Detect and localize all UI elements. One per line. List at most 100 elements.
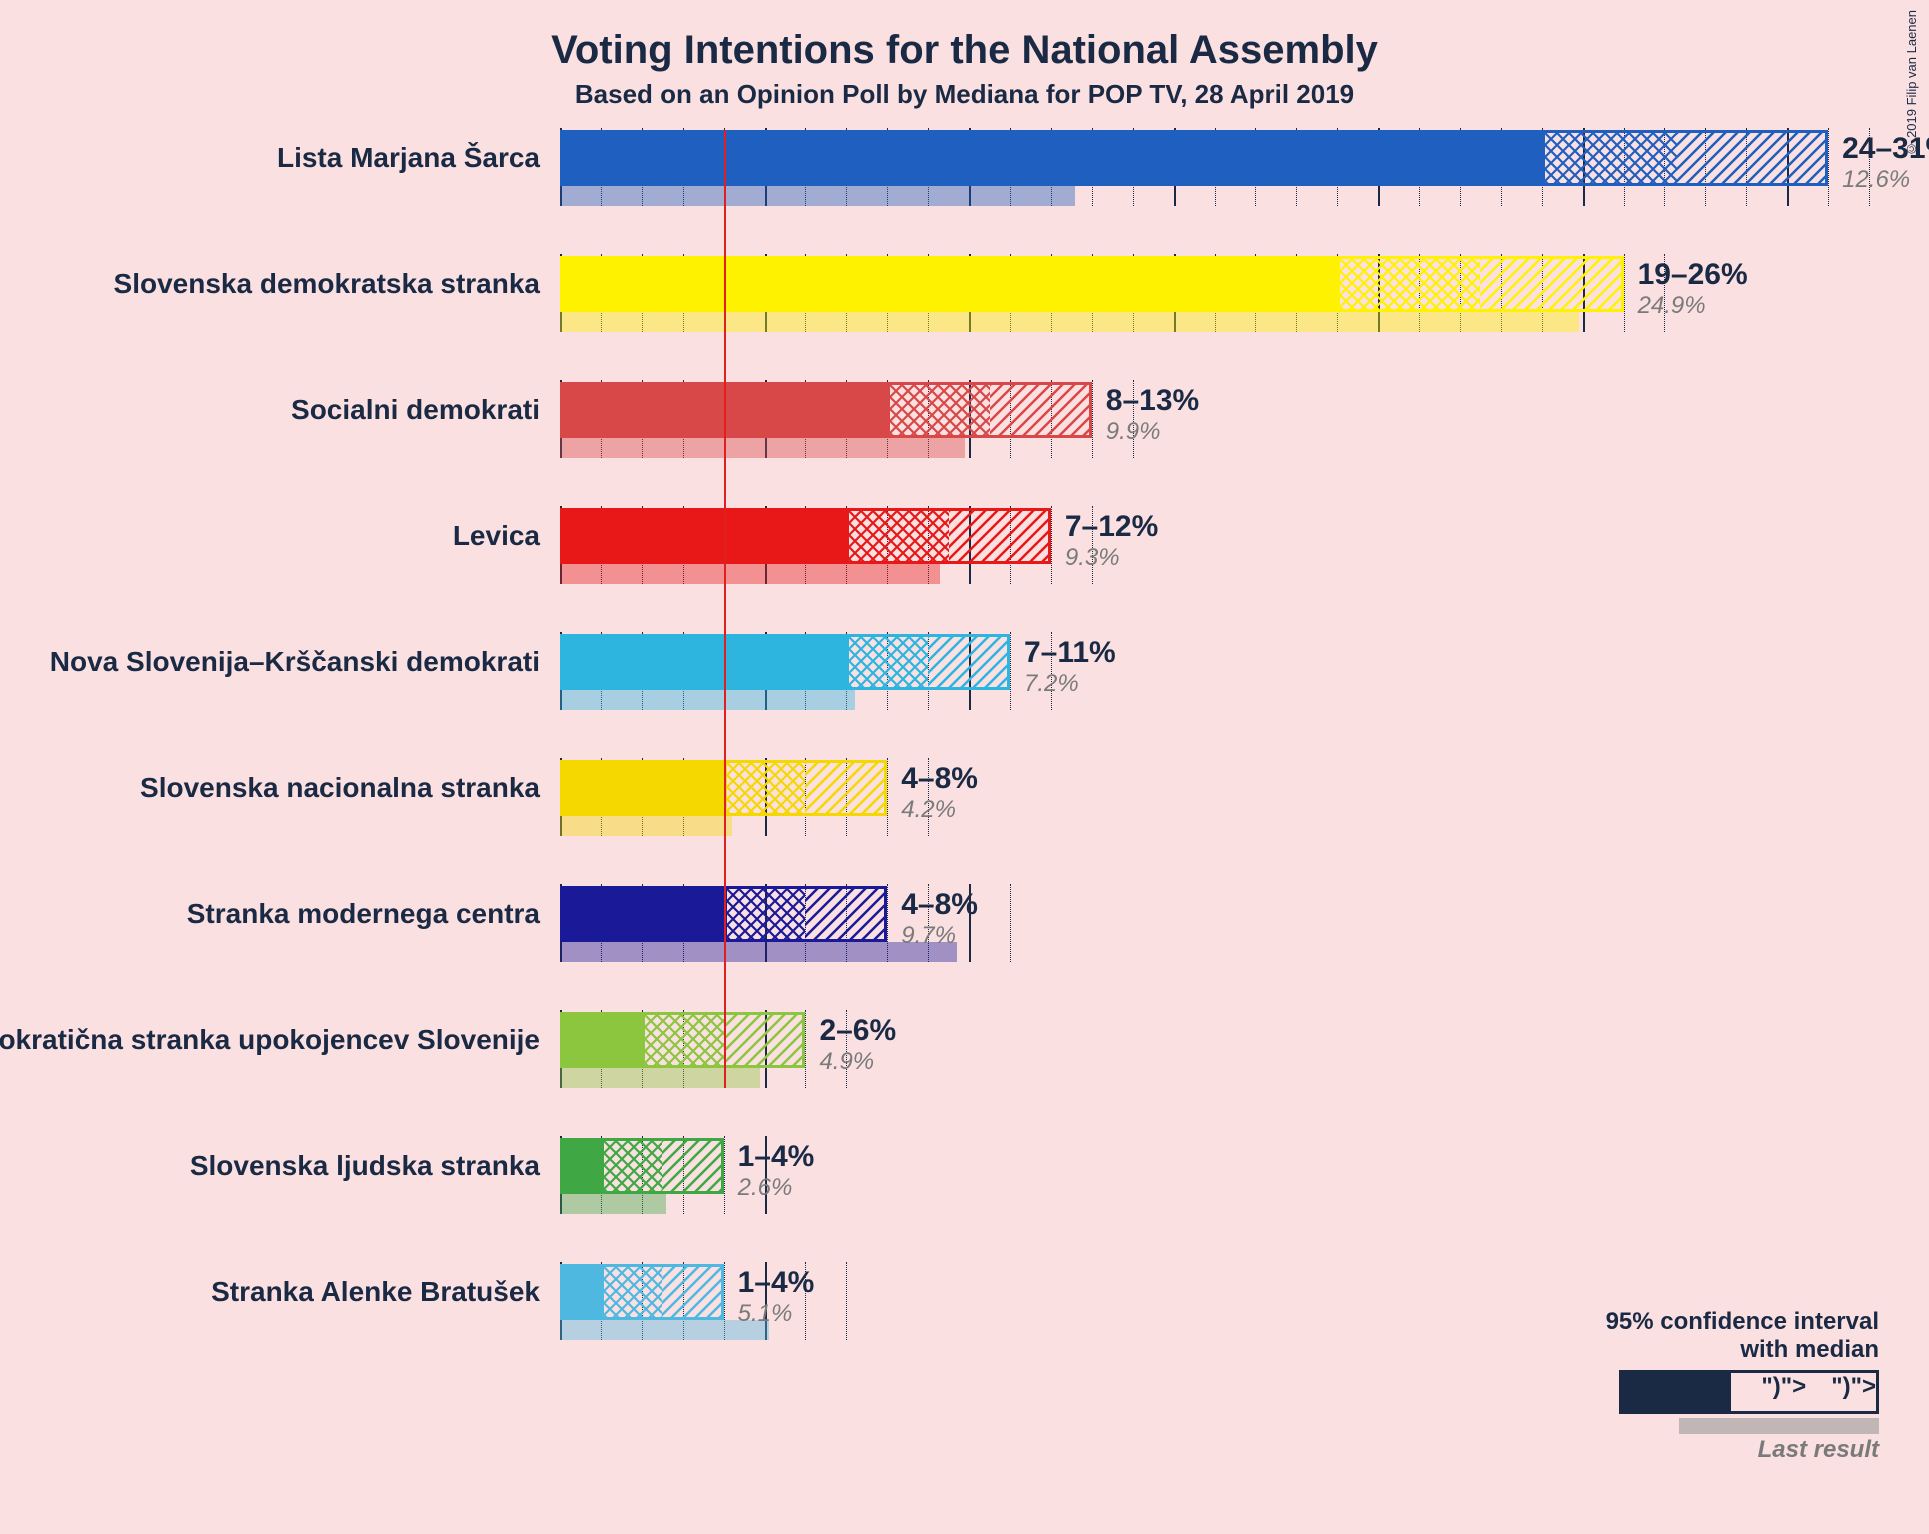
bar-solid [560, 508, 846, 564]
table-row: Socialni demokrati8–13%9.9% [560, 382, 1869, 508]
bar-ci-lower [601, 1138, 662, 1194]
value-range: 8–13% [1106, 384, 1199, 418]
last-result-bar [560, 186, 1075, 206]
bar-ci-lower [724, 886, 806, 942]
chart-title: Voting Intentions for the National Assem… [0, 0, 1929, 73]
value-last: 4.9% [819, 1048, 874, 1076]
bar-ci-upper [662, 1264, 723, 1320]
table-row: Stranka modernega centra4–8%9.7% [560, 886, 1869, 1012]
table-row: Lista Marjana Šarca24–31%12.6% [560, 130, 1869, 256]
chart-subtitle: Based on an Opinion Poll by Mediana for … [0, 73, 1929, 130]
party-label: Lista Marjana Šarca [277, 142, 540, 174]
bar-ci-upper [805, 886, 887, 942]
value-last: 7.2% [1024, 670, 1079, 698]
legend-solid [1619, 1370, 1728, 1414]
bar-solid [560, 256, 1337, 312]
legend-ci-lower: ")"> [1728, 1370, 1806, 1414]
last-result-bar [560, 1068, 760, 1088]
last-result-bar [560, 816, 732, 836]
value-range: 4–8% [901, 888, 978, 922]
bar-ci-lower [846, 508, 948, 564]
bar-ci-upper [1480, 256, 1623, 312]
bar-ci-upper [949, 508, 1051, 564]
value-range: 7–12% [1065, 510, 1158, 544]
bar-ci-lower [724, 760, 806, 816]
last-result-bar [560, 438, 965, 458]
bar-ci-lower [846, 634, 928, 690]
party-label: Nova Slovenija–Krščanski demokrati [50, 646, 540, 678]
table-row: Nova Slovenija–Krščanski demokrati7–11%7… [560, 634, 1869, 760]
value-range: 4–8% [901, 762, 978, 796]
value-range: 1–4% [738, 1140, 815, 1174]
legend-last-label: Last result [1606, 1436, 1879, 1464]
grid-tick [846, 1262, 847, 1340]
last-result-bar [560, 564, 940, 584]
bar-ci-lower [601, 1264, 662, 1320]
last-result-bar [560, 1194, 666, 1214]
bar-solid [560, 130, 1542, 186]
threshold-line [724, 130, 726, 1088]
value-range: 24–31% [1842, 132, 1929, 166]
party-label: Slovenska ljudska stranka [190, 1150, 540, 1182]
legend-ci-upper: ")"> [1806, 1370, 1879, 1414]
bar-ci-lower [1542, 130, 1677, 186]
bar-ci-lower [887, 382, 989, 438]
bar-ci-lower [1337, 256, 1480, 312]
grid-tick [805, 1010, 806, 1088]
table-row: Levica7–12%9.3% [560, 508, 1869, 634]
bar-solid [560, 1264, 601, 1320]
grid-tick [724, 1136, 725, 1214]
last-result-bar [560, 690, 855, 710]
table-row: Slovenska ljudska stranka1–4%2.6% [560, 1138, 1869, 1264]
bar-ci-upper [724, 1012, 806, 1068]
value-last: 9.9% [1106, 418, 1161, 446]
grid-tick [1828, 128, 1829, 206]
legend-ci-line1: 95% confidence interval [1606, 1308, 1879, 1336]
bar-ci-upper [990, 382, 1092, 438]
table-row: Demokratična stranka upokojencev Sloveni… [560, 1012, 1869, 1138]
legend: 95% confidence interval with median ")">… [1606, 1308, 1879, 1464]
value-last: 24.9% [1638, 292, 1706, 320]
value-range: 19–26% [1638, 258, 1748, 292]
legend-last-bar [1679, 1418, 1879, 1434]
grid-tick [887, 758, 888, 836]
party-label: Stranka Alenke Bratušek [211, 1276, 540, 1308]
party-label: Socialni demokrati [291, 394, 540, 426]
grid-tick [1624, 254, 1625, 332]
legend-ci-line2: with median [1606, 1336, 1879, 1364]
value-range: 2–6% [819, 1014, 896, 1048]
last-result-bar [560, 312, 1579, 332]
bar-ci-lower [642, 1012, 724, 1068]
bar-chart: Lista Marjana Šarca24–31%12.6%Slovenska … [560, 130, 1869, 1430]
value-range: 1–4% [738, 1266, 815, 1300]
table-row: Slovenska nacionalna stranka4–8%4.2% [560, 760, 1869, 886]
last-result-bar [560, 942, 957, 962]
bar-ci-upper [805, 760, 887, 816]
grid-tick [1010, 632, 1011, 710]
bar-solid [560, 634, 846, 690]
bar-solid [560, 760, 724, 816]
value-last: 2.6% [738, 1174, 793, 1202]
bar-solid [560, 1138, 601, 1194]
grid-tick [1051, 506, 1052, 584]
table-row: Slovenska demokratska stranka19–26%24.9% [560, 256, 1869, 382]
value-last: 5.1% [738, 1300, 793, 1328]
value-last: 12.6% [1842, 166, 1910, 194]
grid-tick [1010, 884, 1011, 962]
value-last: 9.7% [901, 922, 956, 950]
bar-solid [560, 886, 724, 942]
value-last: 4.2% [901, 796, 956, 824]
party-label: Slovenska nacionalna stranka [140, 772, 540, 804]
bar-ci-upper [928, 634, 1010, 690]
value-range: 7–11% [1024, 636, 1116, 670]
party-label: Demokratična stranka upokojencev Sloveni… [0, 1024, 540, 1056]
party-label: Levica [453, 520, 540, 552]
legend-ci-bar: ")">")"> [1619, 1370, 1879, 1414]
bar-ci-upper [662, 1138, 723, 1194]
bar-solid [560, 1012, 642, 1068]
party-label: Stranka modernega centra [187, 898, 540, 930]
bar-ci-upper [1677, 130, 1828, 186]
party-label: Slovenska demokratska stranka [114, 268, 540, 300]
value-last: 9.3% [1065, 544, 1120, 572]
grid-tick [1092, 380, 1093, 458]
